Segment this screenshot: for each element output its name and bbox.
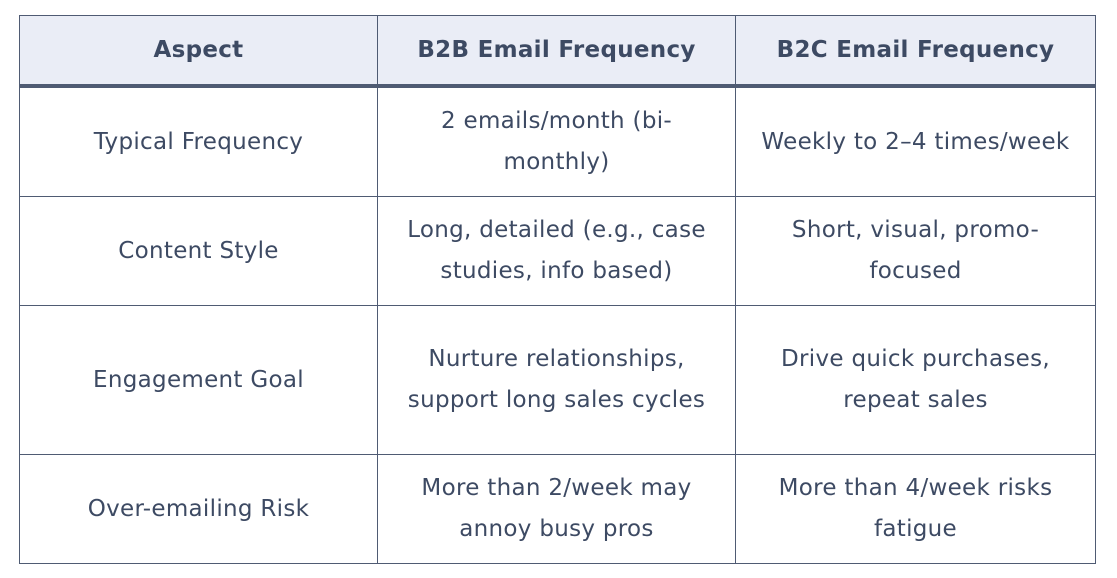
comparison-table-container: Aspect B2B Email Frequency B2C Email Fre…: [19, 15, 1096, 564]
email-frequency-comparison-table: Aspect B2B Email Frequency B2C Email Fre…: [19, 15, 1096, 564]
table-row: Over-emailing Risk More than 2/week may …: [19, 454, 1096, 564]
b2b-cell: More than 2/week may annoy busy pros: [377, 454, 736, 564]
b2b-cell: Long, detailed (e.g., case studies, info…: [377, 196, 736, 306]
b2c-cell: More than 4/week risks fatigue: [735, 454, 1096, 564]
header-b2c-frequency: B2C Email Frequency: [735, 15, 1096, 88]
b2c-cell: Drive quick purchases, repeat sales: [735, 305, 1096, 455]
table-row: Typical Frequency 2 emails/month (bi-mon…: [19, 85, 1096, 197]
table-header-row: Aspect B2B Email Frequency B2C Email Fre…: [19, 15, 1096, 88]
header-aspect: Aspect: [19, 15, 378, 88]
b2c-cell: Short, visual, promo-focused: [735, 196, 1096, 306]
header-b2b-frequency: B2B Email Frequency: [377, 15, 736, 88]
b2c-cell: Weekly to 2–4 times/week: [735, 85, 1096, 197]
aspect-cell: Typical Frequency: [19, 85, 378, 197]
table-row: Engagement Goal Nurture relationships, s…: [19, 305, 1096, 455]
aspect-cell: Over-emailing Risk: [19, 454, 378, 564]
aspect-cell: Engagement Goal: [19, 305, 378, 455]
aspect-cell: Content Style: [19, 196, 378, 306]
table-row: Content Style Long, detailed (e.g., case…: [19, 196, 1096, 306]
b2b-cell: Nurture relationships, support long sale…: [377, 305, 736, 455]
b2b-cell: 2 emails/month (bi-monthly): [377, 85, 736, 197]
